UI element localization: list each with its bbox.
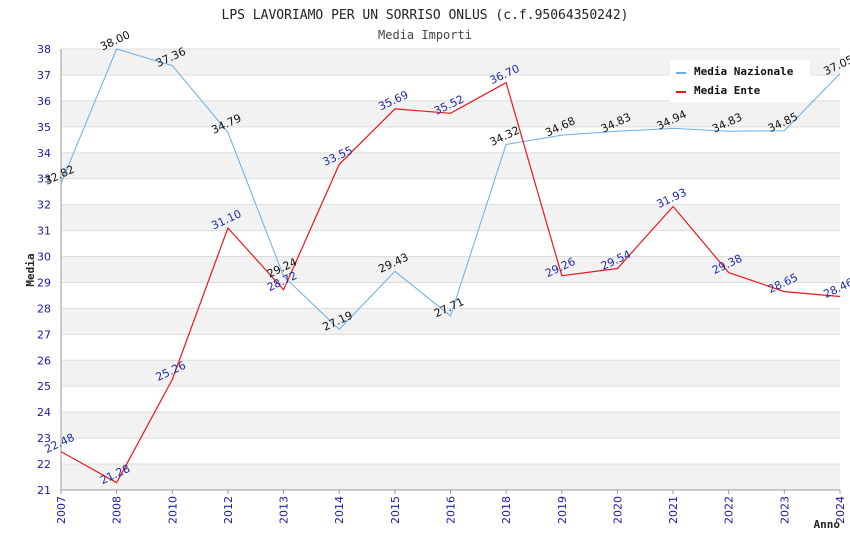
y-tick-label: 22 — [37, 458, 51, 471]
x-tick-label: 2024 — [834, 496, 847, 524]
grid-band — [61, 152, 840, 179]
y-tick-label: 28 — [37, 302, 51, 315]
x-tick-labels: 2007 2008 2010 2012 2013 2014 2015 2016 2018 2019… — [55, 496, 847, 524]
axes — [60, 49, 841, 494]
x-tick-label: 2015 — [389, 496, 402, 524]
series-line-media-ente — [60, 81, 841, 484]
y-tick-label: 29 — [37, 276, 51, 289]
x-tick-label: 2019 — [556, 496, 569, 524]
y-tick-label: 23 — [37, 432, 51, 445]
grid-bands — [61, 49, 840, 490]
y-tick-label: 31 — [37, 225, 51, 238]
x-tick-label: 2010 — [166, 496, 179, 524]
legend-background — [670, 60, 810, 102]
y-tick-label: 37 — [37, 69, 51, 82]
y-axis-label: Media — [24, 253, 37, 286]
x-tick-label: 2012 — [222, 496, 235, 524]
x-tick-label: 2014 — [333, 496, 346, 524]
y-tick-label: 27 — [37, 328, 51, 341]
x-tick-label: 2016 — [445, 496, 458, 524]
series-line-media-nazionale — [60, 48, 841, 331]
y-tick-label: 24 — [37, 406, 51, 419]
legend: Media Nazionale Media Ente — [670, 60, 810, 102]
y-tick-label: 33 — [37, 173, 51, 186]
legend-label-media-nazionale: Media Nazionale — [694, 65, 794, 78]
chart-title: LPS LAVORIAMO PER UN SORRISO ONLUS (c.f.… — [222, 8, 629, 23]
y-tick-label: 21 — [37, 484, 51, 497]
y-tick-label: 25 — [37, 380, 51, 393]
grid-band — [61, 256, 840, 283]
y-tick-label: 34 — [37, 147, 51, 160]
y-tick-label: 36 — [37, 95, 51, 108]
series-lines — [60, 48, 841, 484]
chart-subtitle: Media Importi — [378, 28, 472, 42]
x-axis-label: Anno — [814, 518, 841, 531]
data-label-media-nazionale: 32.82 — [42, 163, 76, 188]
grid-band — [61, 412, 840, 439]
legend-label-media-ente: Media Ente — [694, 84, 761, 97]
y-tick-label: 26 — [37, 354, 51, 367]
x-tick-label: 2007 — [55, 496, 68, 524]
y-tick-label: 35 — [37, 121, 51, 134]
grid-band — [61, 360, 840, 387]
y-tick-label: 38 — [37, 43, 51, 56]
x-tick-label: 2022 — [723, 496, 736, 524]
data-label-media-nazionale: 34.32 — [488, 124, 522, 149]
x-tick-label: 2020 — [611, 496, 624, 524]
y-tick-label: 32 — [37, 199, 51, 212]
x-tick-label: 2021 — [667, 496, 680, 524]
y-tick-label: 30 — [37, 251, 51, 264]
x-tick-label: 2008 — [111, 496, 124, 524]
x-tick-label: 2018 — [500, 496, 513, 524]
grid-band — [61, 464, 840, 490]
grid-band — [61, 204, 840, 231]
y-tick-labels: 21 22 23 24 25 26 27 28 29 30 31 32 33 34 35 36 37 38 — [37, 43, 51, 497]
x-tick-label: 2013 — [278, 496, 291, 524]
grid-lines — [61, 48, 840, 491]
x-tick-label: 2023 — [778, 496, 791, 524]
